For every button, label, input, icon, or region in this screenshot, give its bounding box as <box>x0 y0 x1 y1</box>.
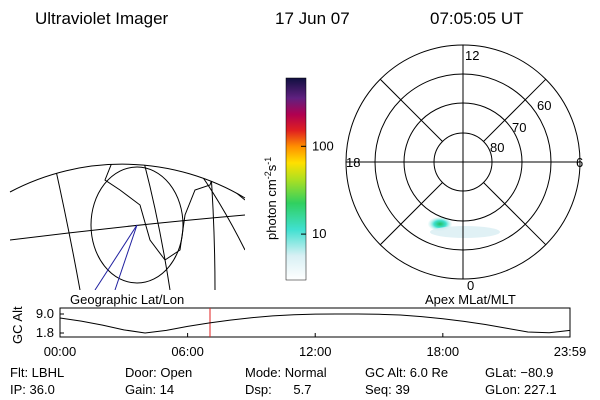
unit-text: s <box>264 164 279 171</box>
latitude-line <box>10 214 245 241</box>
nadir-line <box>94 224 138 290</box>
geo-map <box>0 95 245 290</box>
continent <box>104 164 216 261</box>
info-field: Dsp: 5.7 <box>245 382 311 397</box>
mlt-label: 0 <box>467 278 474 293</box>
polar-label: Apex MLat/MLT <box>425 292 516 307</box>
meridian <box>199 164 216 290</box>
info-panel: Flt: LBHL Door: Open Mode: Normal GC Alt: 6… <box>10 365 557 397</box>
info-field: Flt: LBHL <box>10 365 64 380</box>
colorbar-tick-label: 10 <box>312 226 326 241</box>
info-field: GC Alt: 6.0 Re <box>365 365 448 380</box>
latitude-line <box>0 95 240 150</box>
colorbar <box>285 77 307 281</box>
aurora <box>75 120 135 136</box>
unit-exp: -1 <box>263 157 273 165</box>
mlat-label: 60 <box>537 98 551 113</box>
alt-ylabel: GC Alt <box>10 306 25 344</box>
circle <box>90 166 184 284</box>
mlat-label: 70 <box>512 120 526 135</box>
y-tick-label: 9.0 <box>36 306 54 321</box>
mlt-line <box>379 182 443 246</box>
mlt-label: 12 <box>465 48 479 63</box>
time: 07:05:05 UT <box>430 9 524 28</box>
x-tick-label: 06:00 <box>171 344 204 359</box>
info-field: IP: 36.0 <box>10 382 55 397</box>
instrument: Ultraviolet Imager <box>35 9 169 28</box>
map-edge <box>9 163 246 199</box>
mlt-line <box>483 182 547 246</box>
unit-exp: -2 <box>263 171 273 179</box>
meridian <box>109 164 171 290</box>
aurora <box>430 226 500 238</box>
nadir-line <box>114 224 138 290</box>
alt-plot-frame <box>59 307 571 338</box>
mlat-label: 80 <box>490 140 504 155</box>
x-tick-label: 18:00 <box>427 344 460 359</box>
info-field: GLon: 227.1 <box>485 382 557 397</box>
map-label: Geographic Lat/Lon <box>70 292 184 307</box>
meridian <box>29 164 81 290</box>
x-tick-label: 00:00 <box>44 344 77 359</box>
latitude-line <box>69 164 245 251</box>
continent <box>199 164 241 171</box>
info-field: Seq: 39 <box>365 382 410 397</box>
mlt-label: 18 <box>346 155 360 170</box>
mlt-line <box>483 78 547 142</box>
polar-plot <box>345 44 581 280</box>
y-tick-label: 1.8 <box>36 325 54 340</box>
info-field: Door: Open <box>125 365 192 380</box>
colorbar-unit: photon cm-2s-1 <box>263 157 279 240</box>
info-field: Gain: 14 <box>125 382 174 397</box>
unit-text: photon cm <box>264 179 279 240</box>
x-tick-label: 12:00 <box>299 344 332 359</box>
date: 17 Jun 07 <box>275 9 350 28</box>
aurora <box>40 116 90 144</box>
x-tick-label: 23:59 <box>554 344 587 359</box>
mlt-label: 6 <box>576 155 583 170</box>
colorbar-tick-label: 100 <box>312 138 334 153</box>
info-field: Mode: Normal <box>245 365 327 380</box>
mlt-line <box>379 78 443 142</box>
altitude-curve <box>59 313 571 334</box>
info-field: GLat: −80.9 <box>485 365 553 380</box>
